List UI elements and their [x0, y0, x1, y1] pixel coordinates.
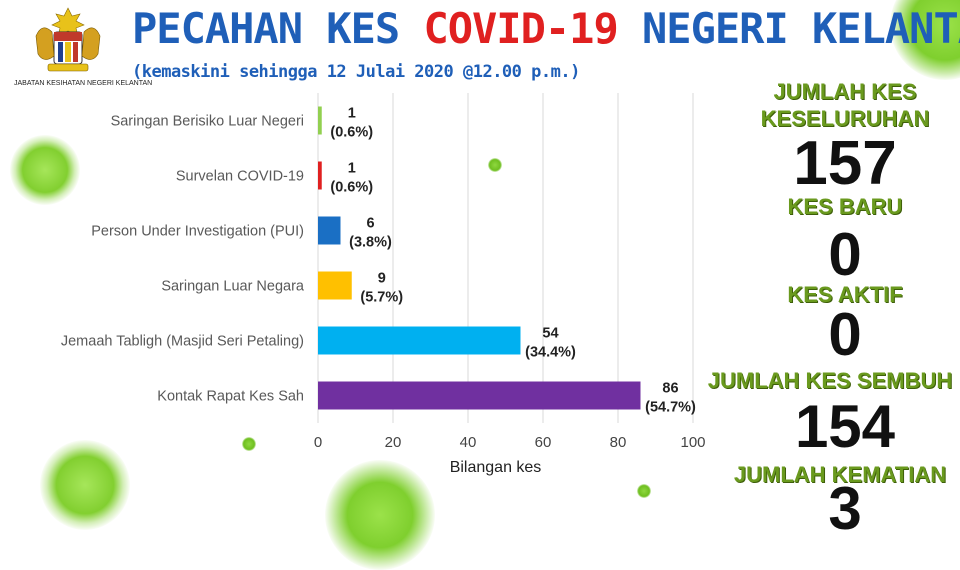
coat-of-arms-logo: [35, 7, 101, 72]
percent-label: (5.7%): [360, 290, 403, 306]
x-tick-label: 20: [385, 434, 402, 451]
percent-label: (0.6%): [330, 125, 373, 141]
value-label: 54: [542, 326, 558, 342]
title-covid: COVID-19: [423, 4, 618, 53]
bar: [318, 326, 521, 355]
new-cases-label: KES BARU: [787, 194, 903, 219]
page-title: PECAHAN KES COVID-19 NEGERI KELANTAN: [132, 4, 960, 53]
deaths-label: JUMLAH KEMATIAN: [733, 462, 947, 487]
total-cases-label: JUMLAH KES KESELURUHAN: [760, 79, 930, 131]
bar-chart: 0 20 40 60 80 100 Saringan Berisiko Luar Neger…: [61, 93, 706, 476]
active-cases-label: KES AKTIF: [787, 282, 903, 307]
bar: [318, 106, 322, 135]
active-cases-value: 0: [828, 301, 862, 368]
category-label: Saringan Berisiko Luar Negeri: [111, 114, 304, 130]
virus-image-bottom-left: [40, 440, 130, 530]
page-subtitle: (kemaskini sehingga 12 Julai 2020 @12.00…: [132, 62, 580, 82]
virus-dot-1: [488, 158, 502, 172]
category-label: Survelan COVID-19: [176, 169, 304, 185]
deaths-value: 3: [828, 475, 862, 542]
value-label: 9: [378, 271, 386, 287]
virus-dot-2: [242, 437, 256, 451]
percent-label: (54.7%): [645, 400, 696, 416]
x-tick-label: 40: [460, 434, 477, 451]
percent-label: (3.8%): [349, 235, 392, 251]
x-axis-label: Bilangan kes: [450, 459, 542, 476]
x-tick-label: 0: [314, 434, 322, 451]
x-tick-label: 100: [680, 434, 705, 451]
x-tick-label: 80: [610, 434, 627, 451]
virus-dot-3: [637, 484, 651, 498]
value-label: 1: [348, 106, 356, 122]
percent-label: (34.4%): [525, 345, 576, 361]
bar: [318, 381, 641, 410]
value-label: 1: [348, 161, 356, 177]
value-label: 6: [366, 216, 374, 232]
recovered-label: JUMLAH KES SEMBUH: [707, 368, 953, 393]
category-label: Saringan Luar Negara: [161, 279, 305, 295]
bar: [318, 161, 322, 190]
total-cases-value: 157: [793, 129, 897, 198]
category-label: Person Under Investigation (PUI): [91, 224, 304, 240]
title-part-1: PECAHAN KES: [132, 4, 424, 53]
title-part-3: NEGERI KELANTAN: [642, 4, 960, 53]
bar: [318, 271, 352, 300]
x-tick-label: 60: [535, 434, 552, 451]
recovered-value: 154: [794, 393, 896, 460]
category-label: Jemaah Tabligh (Masjid Seri Petaling): [61, 334, 304, 350]
bar: [318, 216, 341, 245]
category-label: Kontak Rapat Kes Sah: [157, 389, 304, 405]
new-cases-value: 0: [828, 221, 862, 288]
percent-label: (0.6%): [330, 180, 373, 196]
value-label: 86: [662, 381, 678, 397]
virus-image-left: [10, 135, 80, 205]
department-name: JABATAN KESIHATAN NEGERI KELANTAN: [14, 80, 153, 87]
